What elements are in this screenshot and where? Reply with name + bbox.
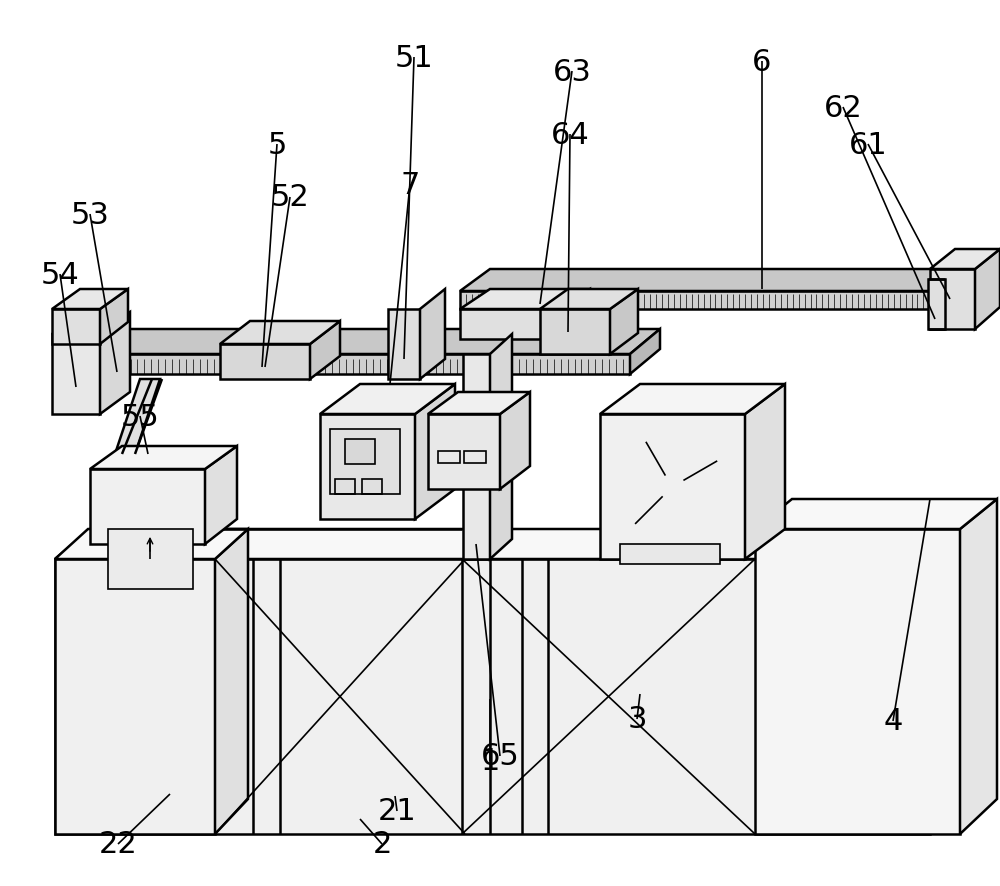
Polygon shape: [55, 559, 930, 834]
Polygon shape: [600, 415, 745, 559]
Circle shape: [614, 430, 730, 546]
Polygon shape: [75, 330, 660, 354]
Polygon shape: [52, 313, 130, 335]
Polygon shape: [52, 309, 100, 345]
Polygon shape: [415, 385, 455, 519]
Text: 6: 6: [752, 48, 772, 76]
Polygon shape: [930, 530, 965, 834]
Polygon shape: [55, 530, 965, 559]
Polygon shape: [460, 309, 560, 339]
Text: 5: 5: [267, 130, 287, 159]
Polygon shape: [620, 544, 720, 564]
Polygon shape: [115, 379, 160, 455]
Polygon shape: [960, 500, 997, 834]
Polygon shape: [58, 339, 100, 394]
Polygon shape: [55, 530, 248, 559]
Polygon shape: [90, 470, 205, 544]
Polygon shape: [560, 290, 590, 339]
Text: 64: 64: [551, 120, 589, 150]
Polygon shape: [320, 415, 415, 519]
Polygon shape: [388, 309, 420, 379]
Polygon shape: [420, 290, 445, 379]
Polygon shape: [930, 250, 1000, 269]
Text: 2: 2: [372, 829, 392, 859]
Polygon shape: [500, 392, 530, 489]
Text: 65: 65: [481, 742, 519, 771]
Polygon shape: [600, 385, 785, 415]
Polygon shape: [100, 320, 125, 394]
Polygon shape: [58, 320, 125, 339]
Polygon shape: [745, 385, 785, 559]
Polygon shape: [220, 345, 310, 379]
Polygon shape: [460, 290, 590, 309]
Text: 63: 63: [553, 58, 591, 87]
Text: 53: 53: [71, 200, 109, 229]
Polygon shape: [460, 269, 995, 291]
Polygon shape: [52, 335, 100, 415]
Polygon shape: [220, 322, 340, 345]
Polygon shape: [540, 290, 638, 309]
Polygon shape: [100, 290, 128, 345]
Polygon shape: [320, 385, 455, 415]
Polygon shape: [330, 430, 400, 494]
Polygon shape: [540, 309, 610, 354]
Polygon shape: [755, 500, 997, 530]
Polygon shape: [463, 354, 490, 559]
Polygon shape: [310, 322, 340, 379]
Polygon shape: [428, 392, 530, 415]
Text: 54: 54: [41, 260, 79, 289]
Polygon shape: [428, 415, 500, 489]
Polygon shape: [345, 439, 375, 464]
Polygon shape: [930, 269, 975, 330]
Polygon shape: [215, 530, 248, 834]
Polygon shape: [75, 354, 630, 375]
Polygon shape: [490, 335, 512, 559]
Text: 62: 62: [824, 93, 862, 122]
Text: 52: 52: [271, 183, 309, 213]
Text: 4: 4: [883, 707, 903, 735]
Text: 61: 61: [849, 130, 887, 159]
Polygon shape: [928, 280, 945, 330]
Polygon shape: [610, 290, 638, 354]
Text: 22: 22: [99, 829, 137, 859]
Polygon shape: [52, 290, 128, 309]
Text: 3: 3: [627, 704, 647, 734]
Polygon shape: [90, 447, 237, 470]
Polygon shape: [205, 447, 237, 544]
Polygon shape: [965, 269, 995, 309]
Text: 21: 21: [378, 797, 416, 826]
Polygon shape: [55, 559, 215, 834]
Text: 55: 55: [121, 402, 159, 431]
Text: 51: 51: [395, 43, 433, 73]
Polygon shape: [630, 330, 660, 375]
Text: 7: 7: [400, 170, 420, 199]
Polygon shape: [755, 530, 960, 834]
Polygon shape: [108, 530, 193, 589]
Polygon shape: [975, 250, 1000, 330]
Polygon shape: [100, 313, 130, 415]
Polygon shape: [460, 291, 965, 309]
Text: 1: 1: [480, 747, 500, 775]
